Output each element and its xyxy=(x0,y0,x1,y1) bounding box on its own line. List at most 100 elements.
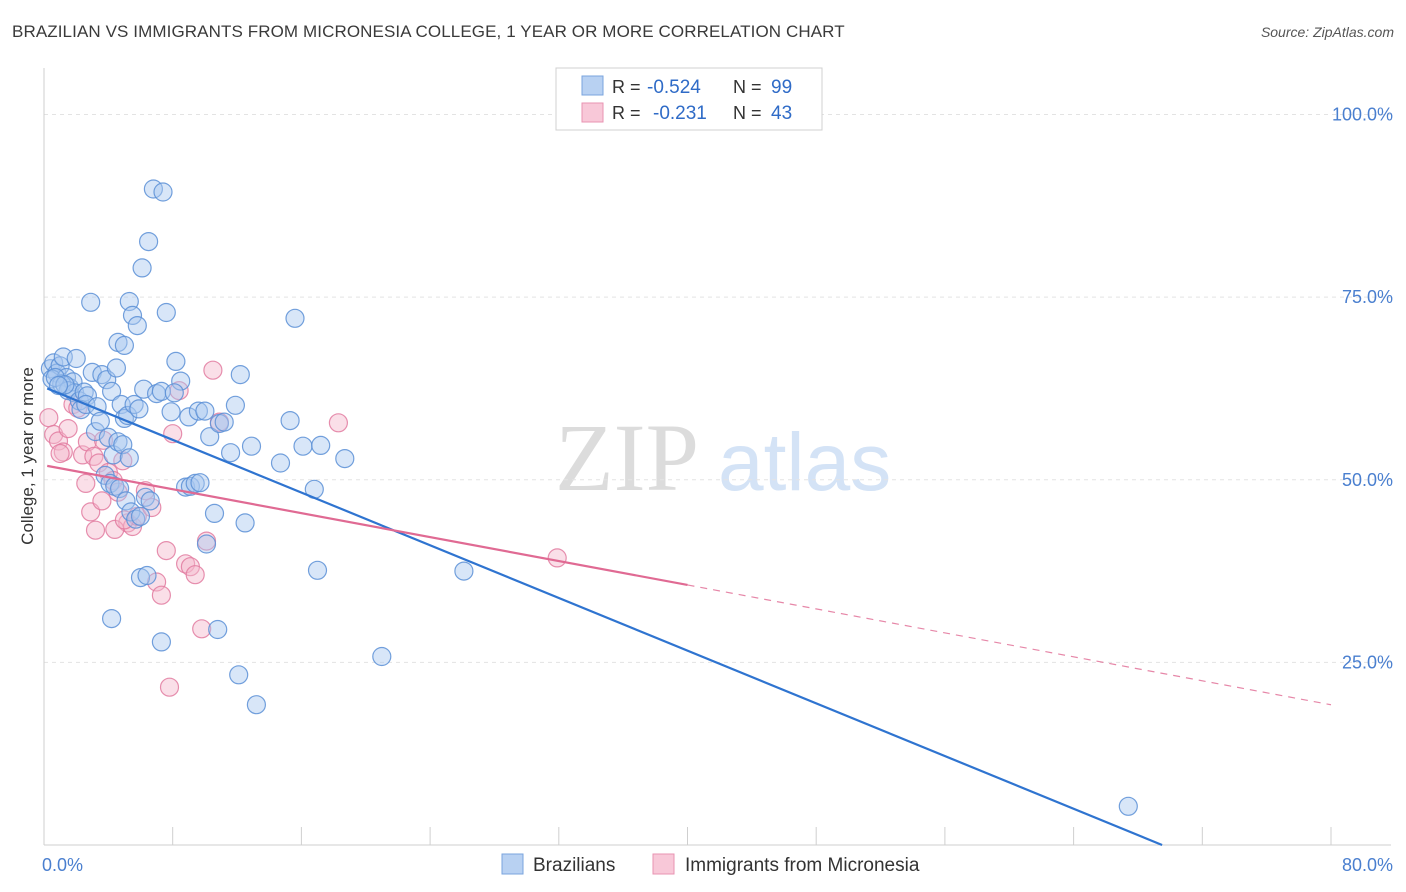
brazilian-point-52 xyxy=(114,335,135,355)
legend-n-value-1: 99 xyxy=(771,77,792,98)
brazilian-point-79 xyxy=(230,365,250,385)
legend-r-value-2: -0.231 xyxy=(653,103,707,124)
brazilian-point-92 xyxy=(137,565,157,586)
brazilian-point-78 xyxy=(225,395,245,415)
bottom-legend-label-micronesia: Immigrants from Micronesia xyxy=(685,855,920,876)
micronesia-point-29 xyxy=(151,585,171,605)
watermark-zip: ZIP xyxy=(555,404,699,511)
brazilian-point-50 xyxy=(81,292,101,312)
brazilian-point-87 xyxy=(311,435,331,455)
y-tick-label-0: 25.0% xyxy=(1342,652,1393,672)
micronesia-point-41 xyxy=(328,413,348,433)
brazilian-point-72 xyxy=(195,401,215,421)
tick-labels: 25.0% 50.0% 75.0% 100.0% 0.0% 80.0% xyxy=(42,105,1393,875)
brazilian-point-80 xyxy=(235,513,255,533)
x-tick-label-0: 0.0% xyxy=(42,855,83,875)
scatter-points xyxy=(39,179,1138,816)
brazilian-point-96 xyxy=(229,665,249,685)
brazilian-point-90 xyxy=(101,608,122,629)
brazilian-point-100 xyxy=(164,383,184,403)
brazilian-point-89 xyxy=(335,449,355,469)
brazilian-point-94 xyxy=(196,534,217,554)
brazilian-point-44 xyxy=(116,491,136,511)
brazilian-point-54 xyxy=(122,305,143,325)
source-credit: Source: ZipAtlas.com xyxy=(1260,24,1394,40)
legend-n-label-2: N = xyxy=(733,103,762,123)
micronesia-point-20 xyxy=(76,473,96,493)
legend-r-label-1: R = xyxy=(612,77,641,97)
micronesia-point-42 xyxy=(547,548,567,568)
brazilian-point-85 xyxy=(293,436,313,456)
grid-lines xyxy=(44,114,1391,663)
brazilian-point-93 xyxy=(151,632,171,652)
micronesia-point-3 xyxy=(53,442,73,462)
brazilian-point-69 xyxy=(190,473,210,493)
brazilian-point-82 xyxy=(270,453,291,473)
brazilian-point-63 xyxy=(161,402,181,422)
brazilian-point-56 xyxy=(132,258,152,278)
brazilian-point-74 xyxy=(204,503,225,524)
brazilian-point-64 xyxy=(166,351,186,371)
micronesia-point-23 xyxy=(92,491,112,511)
trend-line-micronesia-extrapolated xyxy=(687,584,1332,706)
trend-line-brazilians xyxy=(46,387,1163,847)
brazilian-point-83 xyxy=(285,308,305,328)
brazilian-point-55 xyxy=(127,316,147,336)
legend-n-value-2: 43 xyxy=(771,103,792,124)
brazilian-point-84 xyxy=(280,411,300,431)
y-tick-label-3: 100.0% xyxy=(1332,105,1393,125)
brazilian-point-98 xyxy=(372,646,392,667)
legend-r-label-2: R = xyxy=(612,103,641,123)
legend-n-label-1: N = xyxy=(733,77,762,97)
trend-lines xyxy=(46,387,1332,847)
brazilian-point-36 xyxy=(119,448,139,468)
micronesia-point-4 xyxy=(58,419,78,439)
bottom-legend-label-brazilians: Brazilians xyxy=(533,855,615,876)
micronesia-point-35 xyxy=(185,565,205,585)
y-tick-label-2: 75.0% xyxy=(1342,287,1393,307)
legend-swatch-brazilians xyxy=(581,75,604,96)
legend-box: R = -0.524 N = 99 R = -0.231 N = 43 xyxy=(555,67,823,131)
legend-r-value-1: -0.524 xyxy=(647,77,701,98)
brazilian-point-62 xyxy=(156,302,176,323)
brazilian-point-57 xyxy=(139,232,159,252)
brazilian-point-38 xyxy=(129,399,149,419)
axes xyxy=(43,68,1391,846)
brazilian-point-9 xyxy=(66,348,86,369)
brazilian-point-76 xyxy=(214,412,234,432)
brazilian-point-49 xyxy=(140,491,160,511)
legend-swatch-micronesia xyxy=(581,102,604,123)
brazilian-point-59 xyxy=(153,182,173,202)
brazilian-point-65 xyxy=(171,371,191,391)
y-tick-label-1: 50.0% xyxy=(1342,470,1393,490)
trend-line-micronesia xyxy=(47,464,688,587)
micronesia-point-26 xyxy=(135,481,155,501)
micronesia-point-38 xyxy=(203,360,223,380)
brazilian-point-25 xyxy=(101,381,122,401)
micronesia-point-36 xyxy=(192,619,212,639)
y-axis-label: College, 1 year or more xyxy=(18,367,37,545)
brazilian-point-99 xyxy=(454,561,474,581)
brazilian-point-95 xyxy=(208,619,228,640)
brazilian-point-77 xyxy=(221,443,241,463)
watermark-atlas: atlas xyxy=(718,417,891,508)
brazilian-point-97 xyxy=(246,695,266,715)
brazilian-point-47 xyxy=(130,506,151,526)
micronesia-point-40 xyxy=(159,677,180,697)
bottom-legend-swatch-brazilians xyxy=(501,853,524,875)
brazilian-point-81 xyxy=(241,436,262,456)
brazilian-point-71 xyxy=(188,401,208,421)
brazilian-point-26 xyxy=(106,358,127,378)
bottom-legend: Brazilians Immigrants from Micronesia xyxy=(501,853,920,876)
micronesia-point-0 xyxy=(39,408,59,428)
brazilian-point-31 xyxy=(90,411,110,431)
brazilian-point-19 xyxy=(48,375,69,396)
brazilian-point-88 xyxy=(307,560,328,580)
brazilian-point-18 xyxy=(55,375,75,395)
micronesia-point-8 xyxy=(50,443,70,464)
x-tick-label-1: 80.0% xyxy=(1342,855,1393,875)
brazilian-point-101 xyxy=(1118,796,1138,816)
chart-title: BRAZILIAN VS IMMIGRANTS FROM MICRONESIA … xyxy=(12,22,845,41)
micronesia-point-22 xyxy=(85,520,106,540)
